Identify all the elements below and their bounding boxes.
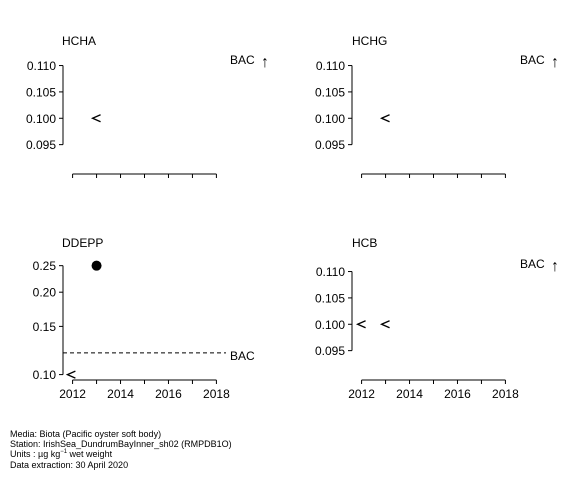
x-axis: [361, 173, 506, 178]
station-text: Station: IrishSea_DundrumBayInner_sh02 (…: [10, 439, 232, 450]
extraction-text: Data extraction: 30 April 2020: [10, 459, 129, 470]
bac-up-arrow: ↑: [551, 258, 559, 275]
y-tick-label: 0.20: [33, 286, 57, 300]
y-tick-label: 0.105: [315, 291, 345, 305]
y-tick-label: 0.10: [33, 368, 57, 382]
panel-title: HCHA: [62, 34, 96, 48]
y-tick-label: 0.110: [27, 59, 56, 73]
panel-hchg: HCHG 0.095 0.100 0.105 0.110 BAC ↑: [315, 34, 559, 178]
bac-up-arrow: ↑: [551, 54, 559, 71]
x-tick-label: 2014: [107, 387, 134, 401]
y-tick-label: 0.110: [316, 265, 345, 279]
x-tick-label: 2018: [203, 387, 230, 401]
x-axis: [72, 173, 217, 178]
bac-label: BAC: [230, 53, 255, 67]
panel-ddepp: DDEPP 0.10 0.15 0.20 0.25 2012 2014 2016 2018 BAC: [33, 236, 255, 401]
panel-hcb: HCB 0.095 0.100 0.105 0.110 2012 2014 2016 2018 B…: [315, 236, 559, 401]
panel-title: HCHG: [352, 34, 387, 48]
media-text: Media: Biota (Pacific oyster soft body): [10, 429, 162, 439]
y-tick-label: 0.25: [33, 259, 57, 273]
y-tick-label: 0.095: [315, 138, 345, 152]
data-point-less-than: [65, 370, 76, 379]
x-axis: 2012 2014 2016 2018: [59, 379, 230, 401]
units-prefix: Units : µg kg: [10, 449, 61, 460]
y-axis: 0.095 0.100 0.105 0.110: [315, 265, 353, 358]
y-tick-label: 0.100: [315, 112, 345, 126]
y-tick-label: 0.15: [33, 320, 57, 334]
panel-title: DDEPP: [62, 236, 103, 250]
y-axis: 0.095 0.100 0.105 0.110: [315, 59, 353, 152]
y-tick-label: 0.100: [26, 112, 56, 126]
bac-up-arrow: ↑: [261, 54, 269, 71]
units-suffix: wet weight: [67, 449, 113, 460]
x-axis: 2012 2014 2016 2018: [348, 379, 519, 401]
data-point-less-than: [379, 114, 390, 123]
y-tick-label: 0.110: [316, 59, 345, 73]
y-tick-label: 0.095: [26, 138, 56, 152]
data-point-less-than: [379, 320, 390, 329]
y-tick-label: 0.095: [315, 344, 345, 358]
x-tick-label: 2016: [155, 387, 182, 401]
x-tick-label: 2014: [396, 387, 423, 401]
panel-title: HCB: [352, 236, 377, 250]
y-tick-label: 0.105: [26, 85, 56, 99]
panel-hcha: HCHA 0.095 0.100 0.105 0.110 BAC ↑: [26, 34, 269, 178]
x-tick-label: 2016: [444, 387, 471, 401]
data-point-less-than: [355, 320, 366, 329]
y-axis: 0.095 0.100 0.105 0.110: [26, 59, 64, 152]
x-tick-label: 2012: [348, 387, 375, 401]
bac-label: BAC: [520, 53, 545, 67]
units-text: Units : µg kg−1 wet weight: [10, 449, 232, 459]
data-point-less-than: [90, 114, 101, 123]
data-point-detected: [91, 260, 102, 271]
y-axis: 0.10 0.15 0.20 0.25: [33, 259, 64, 382]
y-tick-label: 0.100: [315, 318, 345, 332]
units-exponent: −1: [60, 449, 68, 456]
bac-label: BAC: [230, 349, 255, 363]
metadata-block: Media: Biota (Pacific oyster soft body) …: [10, 429, 232, 470]
x-tick-label: 2018: [492, 387, 519, 401]
bac-label: BAC: [520, 257, 545, 271]
y-tick-label: 0.105: [315, 85, 345, 99]
x-tick-label: 2012: [59, 387, 86, 401]
